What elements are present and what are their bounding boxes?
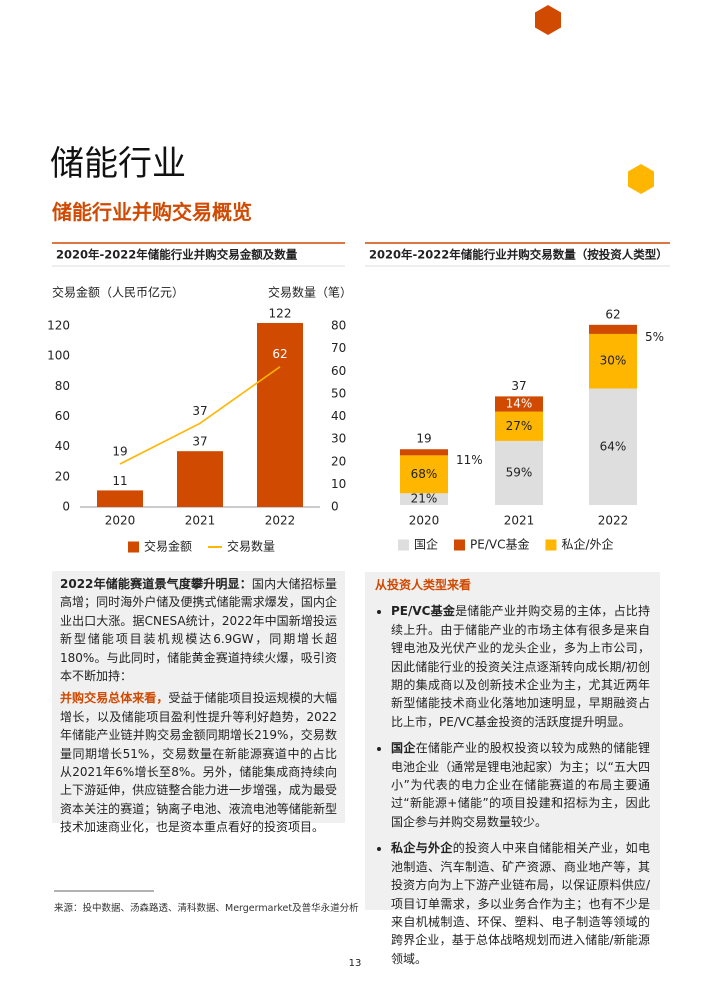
bar-segment [589,388,637,505]
y-tick-label: 0 [62,500,70,514]
bullet: PE/VC基金是储能产业并购交易的主体，占比持续上升。由于储能产业的市场主体有很… [391,602,650,731]
legend-label: 交易数量 [227,539,275,554]
legend-swatch [128,541,139,553]
y2-tick-label: 0 [331,500,339,514]
x-tick-label: 2020 [105,514,136,528]
legend-label: PE/VC基金 [470,537,529,552]
total-label: 62 [605,307,620,321]
segment-label: 64% [600,439,627,453]
segment-label: 27% [506,419,533,433]
bar-segment [400,493,448,505]
legend-label: 私企/外企 [561,537,613,552]
bar-segment [400,449,448,456]
page-subtitle: 储能行业并购交易概览 [52,200,252,224]
segment-label: 21% [411,492,438,506]
text: 是储能产业并购交易的主体，占比持续上升。由于储能产业的市场主体有很多是来自锂电池… [391,604,650,729]
bar-segment [400,455,448,494]
line-label: 37 [192,404,207,418]
chart-title: 2020年-2022年储能行业并购交易数量（按投资人类型） [369,248,668,262]
segment-label: 11% [456,453,483,467]
y2-tick-label: 70 [331,341,346,355]
bar-segment [589,324,637,334]
line-label: 19 [112,445,127,459]
bar-label: 122 [269,306,292,320]
hexagon [628,164,654,194]
text: 的投资人中来自储能相关产业，如电池制造、汽车制造、矿产资源、商业地产等，其投资方… [391,841,650,966]
y2-tick-label: 60 [331,364,346,378]
x-tick-label: 2022 [598,514,629,528]
y-tick-label: 100 [47,349,70,363]
x-tick-label: 2020 [409,514,440,528]
paragraph: 2022年储能赛道景气度攀升明显：国内大储招标量高增；同时海外户储及便携式储能需… [60,575,337,685]
page-number: 13 [348,958,362,969]
left-box: 2022年储能赛道景气度攀升明显：国内大储招标量高增；同时海外户储及便携式储能需… [52,571,345,834]
segment-label: 30% [600,354,627,368]
y2-tick-label: 30 [331,432,346,446]
line [119,366,281,465]
legend-swatch [398,539,409,551]
y2-tick-label: 20 [331,454,346,468]
text: 在储能产业的股权投资以较为成熟的储能锂电池企业（通常是锂电池起家）为主；以“五大… [391,741,650,829]
y-tick-label: 20 [55,469,70,483]
bullet: 国企在储能产业的股权投资以较为成熟的储能锂电池企业（通常是锂电池起家）为主；以“… [391,739,650,831]
bar [177,451,223,507]
y2-tick-label: 80 [331,319,346,333]
lead: 国企 [391,741,416,756]
y-tick-label: 40 [55,439,70,453]
segment-label: 5% [645,330,664,344]
text: 国内大储招标量高增；同时海外户储及便携式储能需求爆发，国内企业出口大涨。据CNE… [60,577,337,684]
legend-swatch [454,539,466,551]
y2-tick-label: 40 [331,409,346,423]
box-heading: 从投资人类型来看 [375,578,472,592]
source-note: 来源：投中数据、汤森路透、清科数据、Mergermarket及普华永道分析 [54,903,359,914]
y-tick-label: 80 [55,379,70,393]
legend-label: 国企 [414,537,438,552]
paragraph: 并购交易总体来看，受益于储能项目投运规模的大幅增长，以及储能项目盈利性提升等利好… [60,689,337,836]
y2-tick-label: 50 [331,386,346,400]
chart-title: 2020年-2022年储能行业并购交易金额及数量 [56,248,298,262]
y2-tick-label: 10 [331,477,346,491]
total-label: 19 [416,432,431,446]
x-tick-label: 2022 [265,514,296,528]
bar-segment [495,396,543,412]
y-axis-label: 交易金额（人民币亿元） [52,285,184,300]
y-tick-label: 60 [55,409,70,423]
bar [97,490,143,507]
x-tick-label: 2021 [185,514,216,528]
bar [257,322,303,507]
y-tick-label: 120 [47,319,70,333]
lead: 并购交易总体来看， [60,691,169,706]
bar-segment [495,440,543,505]
segment-label: 59% [506,465,533,479]
line-label: 62 [272,347,287,361]
segment-label: 14% [506,396,533,410]
x-tick-label: 2021 [504,514,535,528]
y2-axis-label: 交易数量（笔） [268,285,352,300]
total-label: 37 [511,379,526,393]
bar-segment [495,411,543,441]
text: 受益于储能项目投运规模的大幅增长，以及储能项目盈利性提升等利好趋势，2022年储… [60,691,337,835]
segment-label: 68% [411,467,438,481]
legend-swatch [545,539,557,551]
lead: PE/VC基金 [391,604,456,619]
bullet: 私企与外企的投资人中来自储能相关产业，如电池制造、汽车制造、矿产资源、商业地产等… [391,839,650,968]
bar-segment [589,333,637,389]
lead: 2022年储能赛道景气度攀升明显： [60,577,252,591]
bar-label: 37 [192,435,207,449]
legend-label: 交易金额 [144,539,192,554]
lead: 私企与外企 [391,841,453,856]
bullet-list: PE/VC基金是储能产业并购交易的主体，占比持续上升。由于储能产业的市场主体有很… [375,602,650,968]
right-box: 从投资人类型来看 PE/VC基金是储能产业并购交易的主体，占比持续上升。由于储能… [365,572,660,966]
hexagon [535,5,561,35]
page-title: 储能行业 [50,144,186,184]
bar-label: 11 [112,474,127,488]
